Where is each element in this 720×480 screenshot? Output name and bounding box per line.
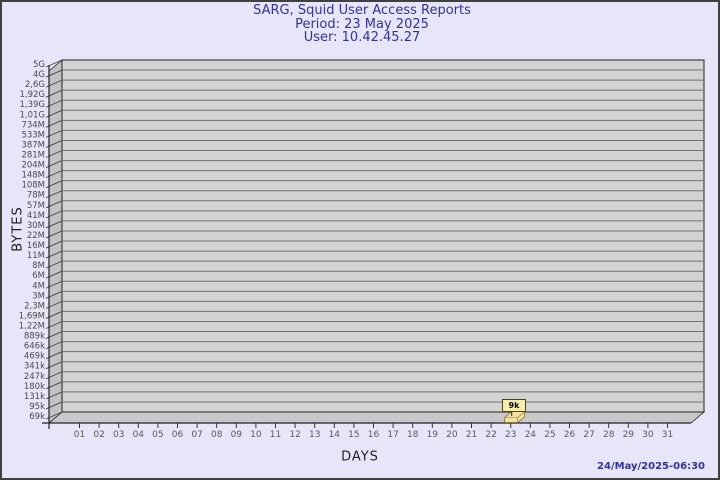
svg-text:3M: 3M: [32, 291, 45, 301]
svg-text:14: 14: [329, 430, 341, 440]
svg-text:30: 30: [642, 430, 654, 440]
svg-text:01: 01: [74, 430, 85, 440]
svg-text:1,01G: 1,01G: [19, 110, 45, 120]
svg-text:08: 08: [211, 430, 223, 440]
svg-text:2,3M: 2,3M: [24, 301, 45, 311]
svg-text:11: 11: [270, 430, 281, 440]
svg-text:26: 26: [564, 430, 576, 440]
svg-text:734M: 734M: [21, 120, 45, 130]
svg-text:06: 06: [172, 430, 184, 440]
svg-text:281M: 281M: [21, 151, 45, 161]
bar-value-callout: 9k: [502, 399, 526, 412]
svg-text:4M: 4M: [32, 281, 45, 291]
svg-text:204M: 204M: [21, 161, 45, 171]
svg-text:533M: 533M: [21, 130, 45, 140]
svg-text:131k: 131k: [24, 392, 45, 402]
svg-text:30M: 30M: [27, 221, 45, 231]
svg-text:18: 18: [407, 430, 419, 440]
svg-text:25: 25: [544, 430, 555, 440]
svg-text:22: 22: [485, 430, 496, 440]
svg-text:20: 20: [446, 430, 458, 440]
svg-text:247k: 247k: [24, 372, 45, 382]
svg-text:05: 05: [152, 430, 163, 440]
svg-text:646k: 646k: [24, 342, 45, 352]
svg-text:28: 28: [603, 430, 615, 440]
svg-text:6M: 6M: [32, 271, 45, 281]
svg-text:1,22M: 1,22M: [19, 321, 45, 331]
svg-text:1,92G: 1,92G: [19, 90, 45, 100]
svg-text:5G: 5G: [33, 60, 45, 70]
svg-text:69k: 69k: [29, 412, 45, 422]
svg-text:19: 19: [427, 430, 439, 440]
svg-text:17: 17: [387, 430, 398, 440]
svg-text:2,6G: 2,6G: [25, 80, 45, 90]
svg-text:31: 31: [662, 430, 673, 440]
svg-text:04: 04: [133, 430, 145, 440]
svg-text:03: 03: [113, 430, 124, 440]
svg-text:180k: 180k: [24, 382, 45, 392]
svg-text:16: 16: [368, 430, 380, 440]
svg-text:57M: 57M: [27, 201, 45, 211]
svg-text:8M: 8M: [32, 261, 45, 271]
svg-text:387M: 387M: [21, 140, 45, 150]
svg-text:15: 15: [348, 430, 359, 440]
svg-text:13: 13: [309, 430, 320, 440]
svg-text:41M: 41M: [27, 211, 45, 221]
svg-text:469k: 469k: [24, 352, 45, 362]
svg-text:22M: 22M: [27, 231, 45, 241]
report-period: Period: 23 May 2025: [295, 16, 429, 32]
report-header: SARG, Squid User Access Reports Period: …: [2, 3, 718, 45]
page-title: SARG, Squid User Access Reports: [253, 3, 471, 18]
report-user: User: 10.42.45.27: [303, 30, 421, 45]
svg-text:108M: 108M: [21, 181, 45, 191]
svg-text:21: 21: [466, 430, 477, 440]
generated-timestamp: 24/May/2025-06:30: [597, 461, 705, 472]
y-axis-title: BYTES: [10, 206, 26, 252]
svg-text:07: 07: [191, 430, 202, 440]
svg-text:78M: 78M: [27, 191, 45, 201]
svg-text:1,39G: 1,39G: [19, 100, 45, 110]
svg-text:95k: 95k: [29, 402, 45, 412]
svg-text:148M: 148M: [21, 171, 45, 181]
svg-text:4G: 4G: [33, 70, 45, 80]
svg-text:341k: 341k: [24, 362, 45, 372]
svg-text:29: 29: [623, 430, 635, 440]
svg-text:12: 12: [289, 430, 300, 440]
svg-text:11M: 11M: [27, 251, 45, 261]
svg-text:09: 09: [231, 430, 243, 440]
x-axis-title: DAYS: [341, 449, 379, 465]
svg-text:10: 10: [250, 430, 262, 440]
svg-text:24: 24: [525, 430, 537, 440]
svg-text:16M: 16M: [27, 241, 45, 251]
svg-text:889k: 889k: [24, 332, 45, 342]
svg-text:02: 02: [93, 430, 104, 440]
svg-text:23: 23: [505, 430, 516, 440]
svg-text:1,69M: 1,69M: [19, 311, 45, 321]
svg-text:27: 27: [583, 430, 594, 440]
